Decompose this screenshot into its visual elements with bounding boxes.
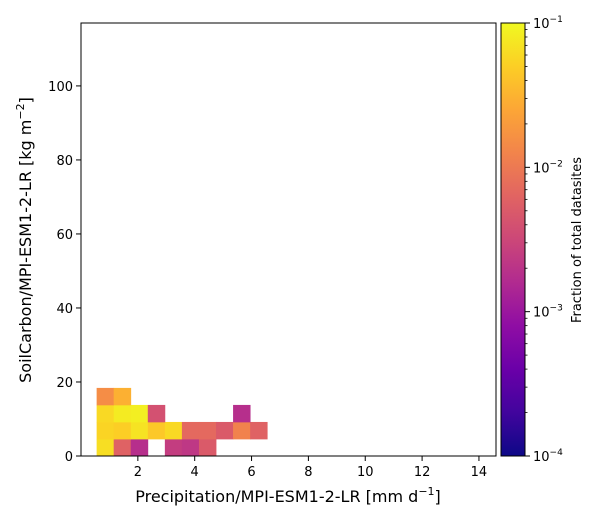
heatmap-cell [233, 404, 251, 423]
heatmap-cell [250, 421, 268, 440]
x-tick-label: 4 [191, 465, 199, 480]
heatmap-cell [113, 421, 132, 440]
heatmap-cell [164, 438, 183, 457]
heatmap-cell [113, 404, 132, 423]
heatmap-cell [181, 421, 200, 440]
heatmap-cell [130, 421, 149, 440]
colorbar: 10−1 10−2 10−3 10−4 Fraction of total datas… [500, 15, 585, 465]
heatmap-cell [147, 404, 166, 423]
colorbar-tick-label: 10−4 [533, 448, 563, 465]
heatmap-cell [164, 421, 183, 440]
x-tick-label: 2 [134, 465, 142, 480]
x-tick-label: 8 [304, 465, 312, 480]
y-tick-label: 40 [56, 302, 73, 317]
heatmap-cell [216, 421, 234, 440]
heatmap-cell [130, 438, 149, 457]
y-tick-label: 20 [56, 376, 73, 391]
y-tick-label: 60 [56, 228, 73, 243]
heatmap-cell [147, 421, 166, 440]
colorbar-gradient [500, 22, 526, 457]
heatmap-cell [96, 421, 115, 440]
heatmap-cell [181, 438, 200, 457]
x-axis: 2 4 6 8 10 12 14 [134, 456, 488, 480]
x-axis-label: Precipitation/MPI-ESM1-2-LR [mm d−1] [135, 485, 441, 506]
colorbar-label: Fraction of total datasites [570, 157, 585, 323]
heatmap-cell [198, 438, 217, 457]
heatmap-cell [113, 387, 132, 406]
colorbar-tick-label: 10−2 [533, 159, 563, 176]
heatmap-cell [96, 438, 115, 457]
y-tick-label: 0 [65, 450, 73, 465]
x-tick-label: 10 [357, 465, 374, 480]
heatmap-cell [198, 421, 217, 440]
x-tick-label: 6 [247, 465, 255, 480]
heatmap-cell [113, 438, 132, 457]
colorbar-ticks: 10−1 10−2 10−3 10−4 [525, 15, 563, 465]
y-axis-label: SoilCarbon/MPI-ESM1-2-LR [kg m−2] [14, 97, 35, 383]
heatmap-cell [96, 387, 115, 406]
colorbar-tick-label: 10−1 [533, 15, 563, 32]
y-tick-label: 100 [48, 80, 73, 95]
y-axis: 0 20 40 60 80 100 [48, 80, 81, 465]
plot-frame [80, 22, 497, 457]
x-tick-label: 14 [471, 465, 488, 480]
heatmap-cells [96, 387, 268, 457]
y-tick-label: 80 [56, 154, 73, 169]
x-tick-label: 12 [414, 465, 431, 480]
colorbar-tick-label: 10−3 [533, 304, 563, 321]
heatmap-cell [130, 404, 149, 423]
heatmap-cell [96, 404, 115, 423]
heatmap-cell [233, 421, 251, 440]
